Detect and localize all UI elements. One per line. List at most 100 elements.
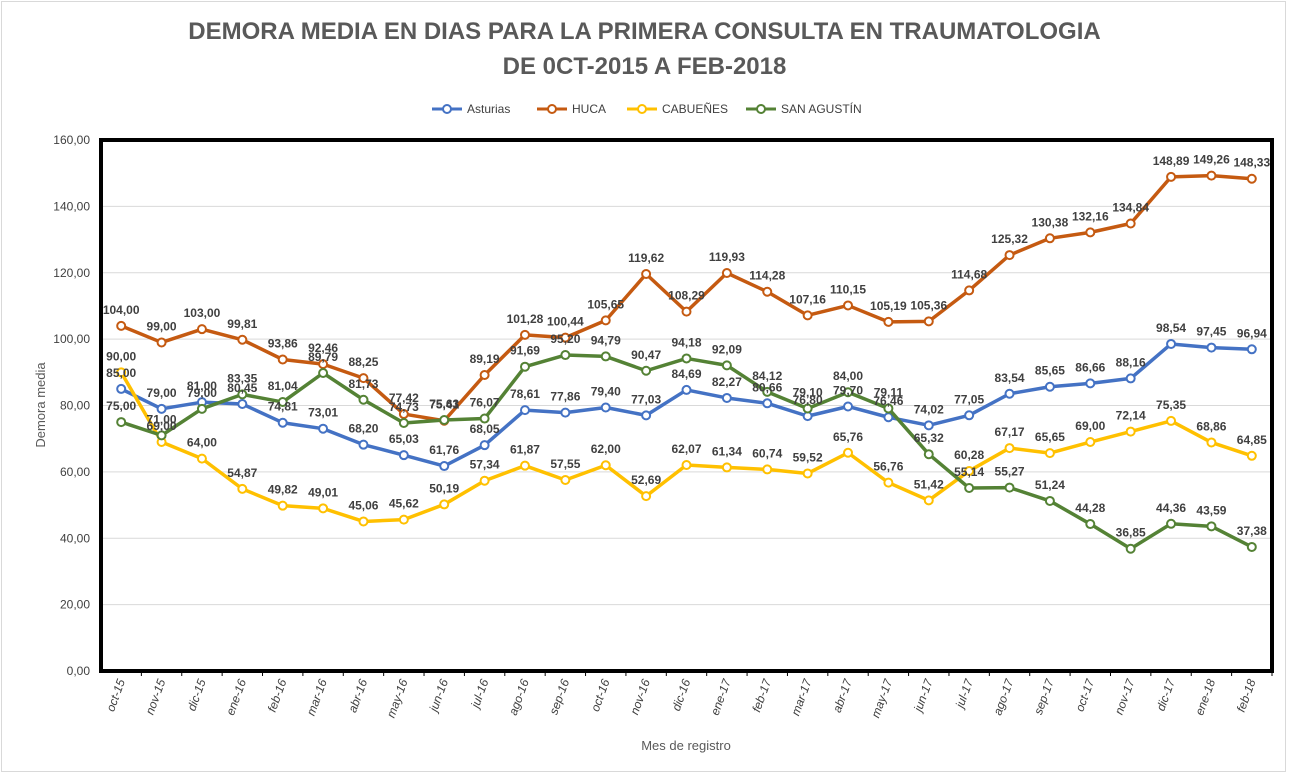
data-label-san-agust-n: 94,18 (671, 335, 701, 349)
data-label-huca: 134,84 (1112, 200, 1149, 214)
data-point-asturias (277, 417, 288, 428)
data-point-asturias (318, 423, 329, 434)
data-label-huca: 75,41 (429, 398, 459, 412)
data-point-san-agust-n (237, 389, 248, 400)
y-tick-label: 60,00 (60, 465, 90, 479)
data-point-asturias (398, 450, 409, 461)
data-point-asturias (358, 439, 369, 450)
y-tick-label: 40,00 (60, 531, 90, 545)
data-point-asturias (116, 383, 127, 394)
data-label-huca: 114,68 (951, 267, 987, 281)
data-point-asturias (1166, 338, 1177, 349)
data-label-huca: 105,19 (870, 299, 907, 313)
data-point-huca (843, 300, 854, 311)
chart-title: DEMORA MEDIA EN DIAS PARA LA PRIMERA CON… (0, 14, 1289, 84)
data-label-cabue-es: 50,19 (429, 481, 459, 495)
data-point-huca (1246, 173, 1257, 184)
data-label-huca: 148,33 (1233, 156, 1270, 170)
data-point-san-agust-n (762, 386, 773, 397)
legend-label-cabue-es: CABUEÑES (662, 102, 728, 116)
x-tick-label: may-16 (384, 677, 411, 720)
y-tick-label: 140,00 (53, 199, 90, 213)
data-label-san-agust-n: 81,73 (348, 377, 378, 391)
data-point-cabue-es (318, 503, 329, 514)
data-point-cabue-es (439, 499, 450, 510)
data-point-asturias (1125, 373, 1136, 384)
data-label-san-agust-n: 74,73 (389, 400, 419, 414)
data-point-huca (641, 269, 652, 280)
data-point-asturias (964, 410, 975, 421)
data-point-san-agust-n (1125, 543, 1136, 554)
x-axis-title: Mes de registro (641, 738, 731, 753)
data-point-san-agust-n (923, 449, 934, 460)
data-label-san-agust-n: 44,36 (1156, 501, 1186, 515)
data-point-san-agust-n (1246, 541, 1257, 552)
data-point-huca (721, 267, 732, 278)
data-label-cabue-es: 72,14 (1116, 409, 1146, 423)
data-point-san-agust-n (479, 413, 490, 424)
data-label-huca: 114,28 (749, 269, 785, 283)
data-label-huca: 99,81 (227, 317, 257, 331)
data-point-cabue-es (721, 462, 732, 473)
data-label-huca: 148,89 (1153, 154, 1190, 168)
data-point-san-agust-n (1085, 519, 1096, 530)
y-axis-title: Demora media (33, 362, 48, 448)
data-label-san-agust-n: 43,59 (1196, 503, 1226, 517)
data-point-cabue-es (923, 495, 934, 506)
y-tick-label: 120,00 (53, 266, 90, 280)
data-label-san-agust-n: 36,85 (1116, 526, 1146, 540)
data-label-cabue-es: 56,76 (873, 460, 903, 474)
x-tick-label: dic-16 (669, 677, 693, 713)
x-tick-label: jun-16 (426, 677, 451, 715)
data-label-asturias: 96,94 (1237, 326, 1267, 340)
data-label-san-agust-n: 51,24 (1035, 478, 1065, 492)
data-point-cabue-es (600, 460, 611, 471)
data-label-huca: 105,65 (587, 297, 624, 311)
x-tick-label: nov-16 (627, 677, 653, 717)
data-label-san-agust-n: 76,07 (470, 396, 500, 410)
x-tick-label: feb-16 (265, 677, 290, 714)
x-tick-label: oct-16 (588, 677, 613, 713)
x-tick-label: mar-17 (788, 676, 815, 718)
data-point-asturias (1246, 344, 1257, 355)
data-label-asturias: 85,65 (1035, 364, 1065, 378)
data-label-cabue-es: 62,07 (671, 442, 701, 456)
data-point-huca (923, 316, 934, 327)
plot-area-border (99, 138, 1274, 673)
data-label-huca: 104,00 (103, 303, 140, 317)
data-label-huca: 88,25 (348, 355, 378, 369)
y-tick-label: 100,00 (53, 332, 90, 346)
data-label-asturias: 74,02 (914, 402, 944, 416)
data-point-asturias (923, 420, 934, 431)
data-point-cabue-es (519, 460, 530, 471)
data-label-asturias: 80,66 (752, 380, 782, 394)
data-label-asturias: 84,69 (671, 367, 701, 381)
data-label-huca: 119,93 (709, 250, 745, 264)
legend-marker-cabue-es (637, 104, 647, 114)
data-label-asturias: 68,05 (470, 422, 500, 436)
data-point-asturias (883, 412, 894, 423)
data-point-cabue-es (479, 475, 490, 486)
y-tick-label: 80,00 (60, 399, 90, 413)
data-label-asturias: 82,27 (712, 375, 742, 389)
data-label-san-agust-n: 79,10 (793, 385, 823, 399)
data-label-asturias: 65,03 (389, 432, 419, 446)
data-label-huca: 110,15 (830, 282, 866, 296)
y-tick-label: 0,00 (67, 664, 91, 678)
data-label-huca: 107,16 (789, 292, 826, 306)
data-label-cabue-es: 68,86 (1196, 419, 1226, 433)
data-label-asturias: 98,54 (1156, 321, 1186, 335)
data-label-san-agust-n: 79,00 (187, 386, 217, 400)
data-point-san-agust-n (641, 365, 652, 376)
data-label-huca: 92,46 (308, 341, 338, 355)
data-label-cabue-es: 75,35 (1156, 398, 1186, 412)
data-label-san-agust-n: 90,47 (631, 348, 661, 362)
data-point-cabue-es (681, 460, 692, 471)
data-point-cabue-es (843, 447, 854, 458)
data-label-cabue-es: 59,52 (793, 450, 823, 464)
data-label-cabue-es: 65,65 (1035, 430, 1065, 444)
data-label-asturias: 83,54 (995, 371, 1025, 385)
data-point-huca (277, 354, 288, 365)
data-point-huca (116, 320, 127, 331)
x-tick-label: oct-17 (1073, 676, 1098, 713)
